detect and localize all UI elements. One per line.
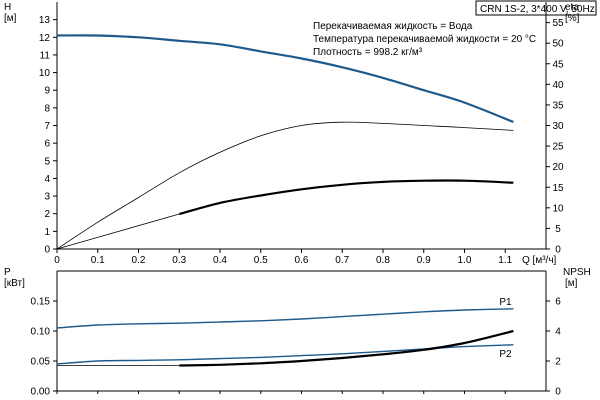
density-label: Плотность = 998.2 кг/м³ [313,47,423,58]
temperature-label: Температура перекачиваемой жидкости = 20… [313,34,536,45]
left-tick-label: 11 [40,50,51,61]
head-efficiency-plot: 0123456789101112130510152025303540455055… [39,2,564,266]
bottom-right-axis-unit: [м] [565,278,578,289]
top-right-axis-unit: [%] [565,13,580,24]
series-line [179,329,514,367]
right-tick-label: 35 [552,100,564,111]
liquid-label: Перекачиваемая жидкость = Вода [313,21,473,32]
left-tick-label: 8 [44,103,50,114]
series-line [179,179,514,216]
x-tick-label: 0.6 [295,255,309,266]
top-left-axis-unit: [м] [4,13,17,24]
left-tick-label: 4 [44,174,50,185]
right-tick-label: 0 [555,245,561,256]
right-tick-label: 50 [552,39,564,50]
x-tick-label: 0 [54,255,60,266]
bottom-left-axis-unit: [кВт] [4,278,25,289]
left-tick-label: 0.00 [31,387,51,398]
left-tick-label: 12 [39,33,51,44]
series-line [56,121,514,250]
series-label-p2: P2 [499,349,512,360]
x-tick-label: 0.8 [376,255,390,266]
right-tick-label: 15 [552,183,564,194]
left-tick-label: 13 [39,15,51,26]
left-tick-label: 0.05 [31,357,51,368]
x-tick-label: 0.3 [172,255,186,266]
series-label-p1: P1 [499,297,512,308]
right-tick-label: 10 [552,203,564,214]
left-tick-label: 1 [44,227,50,238]
x-tick-label: 0.7 [335,255,349,266]
model-label-box [475,0,597,16]
left-tick-label: 2 [44,209,50,220]
series-line [56,34,514,124]
left-tick-label: 0.15 [31,297,51,308]
left-tick-label: 10 [39,68,51,79]
right-tick-label: 45 [552,59,564,70]
x-tick-label: 0.4 [213,255,227,266]
right-tick-label: 4 [555,327,561,338]
series-line-p1 [56,308,514,329]
right-tick-label: 2 [555,357,561,368]
x-tick-label: 0.9 [417,255,431,266]
top-left-axis-title: H [4,2,11,13]
right-tick-label: 55 [552,18,564,29]
right-tick-label: 20 [552,162,564,173]
bottom-right-axis-title: NPSH [563,267,591,278]
left-tick-label: 6 [44,139,50,150]
top-right-axis-title: eta [565,2,579,13]
right-tick-label: 30 [552,121,564,132]
x-tick-label: 0.5 [254,255,268,266]
right-tick-label: 25 [552,142,564,153]
left-tick-label: 5 [44,156,50,167]
right-tick-label: 0 [555,387,561,398]
x-tick-label: 1.0 [458,255,472,266]
right-tick-label: 5 [555,224,561,235]
left-tick-label: 3 [44,192,50,203]
x-axis-label: Q [м³/ч] [522,255,557,266]
left-tick-label: 0 [44,245,50,256]
left-tick-label: 9 [44,86,50,97]
bottom-left-axis-title: P [4,267,11,278]
x-tick-label: 1.1 [498,255,512,266]
right-tick-label: 40 [552,80,564,91]
left-tick-label: 0.10 [31,327,51,338]
x-tick-label: 0.2 [132,255,146,266]
right-tick-label: 6 [555,297,561,308]
power-npsh-plot: 0.00 0.05 0.10 0.15 0 2 4 6 P1 P2 [31,270,561,398]
model-label: CRN 1S-2, 3*400 V, 50Hz [480,4,595,15]
series-line [56,213,180,250]
x-tick-label: 0.1 [91,255,105,266]
left-tick-label: 7 [44,121,50,132]
